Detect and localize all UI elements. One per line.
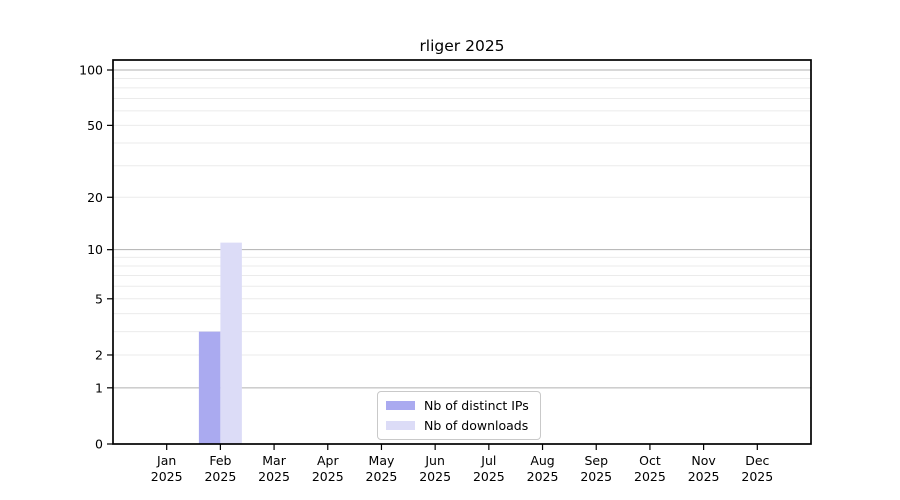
y-tick-label: 10 bbox=[87, 242, 103, 257]
x-tick-label-year: 2025 bbox=[688, 469, 720, 484]
x-tick-label-year: 2025 bbox=[741, 469, 773, 484]
y-tick-label: 20 bbox=[87, 190, 103, 205]
y-tick-label: 100 bbox=[79, 63, 103, 78]
legend: Nb of distinct IPs Nb of downloads bbox=[377, 391, 541, 440]
bar-feb-s0 bbox=[198, 331, 221, 444]
x-tick-label-month: Jul bbox=[480, 453, 496, 468]
x-tick-label-year: 2025 bbox=[473, 469, 505, 484]
x-tick-label-year: 2025 bbox=[204, 469, 236, 484]
y-tick-label: 5 bbox=[95, 291, 103, 306]
y-tick-label: 50 bbox=[87, 118, 103, 133]
x-tick-label-year: 2025 bbox=[366, 469, 398, 484]
x-tick-label-year: 2025 bbox=[419, 469, 451, 484]
x-tick-label-month: Jun bbox=[424, 453, 445, 468]
plot-border bbox=[112, 59, 812, 445]
y-tick-label: 1 bbox=[95, 380, 103, 395]
x-tick-label-month: Feb bbox=[209, 453, 231, 468]
x-tick-label-year: 2025 bbox=[151, 469, 183, 484]
legend-label-distinct-ips: Nb of distinct IPs bbox=[424, 398, 529, 413]
x-tick-label-month: Aug bbox=[530, 453, 554, 468]
x-tick-label-year: 2025 bbox=[312, 469, 344, 484]
legend-item-distinct-ips: Nb of distinct IPs bbox=[386, 397, 529, 414]
x-tick-label-month: May bbox=[369, 453, 395, 468]
x-tick-label-month: Apr bbox=[317, 453, 339, 468]
plot-area: 0125102050100Jan2025Feb2025Mar2025Apr202… bbox=[79, 59, 812, 484]
x-tick-label-month: Mar bbox=[262, 453, 286, 468]
x-tick-label-month: Sep bbox=[584, 453, 608, 468]
y-tick-label: 0 bbox=[95, 437, 103, 452]
legend-item-downloads: Nb of downloads bbox=[386, 417, 529, 434]
x-tick-label-month: Oct bbox=[639, 453, 661, 468]
x-tick-label-year: 2025 bbox=[580, 469, 612, 484]
x-tick-label-year: 2025 bbox=[527, 469, 559, 484]
x-tick-label-month: Jan bbox=[156, 453, 176, 468]
y-tick-label: 2 bbox=[95, 347, 103, 362]
x-tick-label-month: Nov bbox=[691, 453, 716, 468]
bar-feb-s1 bbox=[220, 242, 242, 444]
x-tick-label-year: 2025 bbox=[634, 469, 666, 484]
legend-swatch-downloads-icon bbox=[386, 421, 415, 430]
chart-title: rliger 2025 bbox=[419, 37, 504, 55]
legend-label-downloads: Nb of downloads bbox=[424, 418, 529, 433]
x-tick-label-year: 2025 bbox=[258, 469, 290, 484]
legend-swatch-distinct-ips-icon bbox=[386, 401, 415, 410]
x-tick-label-month: Dec bbox=[745, 453, 769, 468]
